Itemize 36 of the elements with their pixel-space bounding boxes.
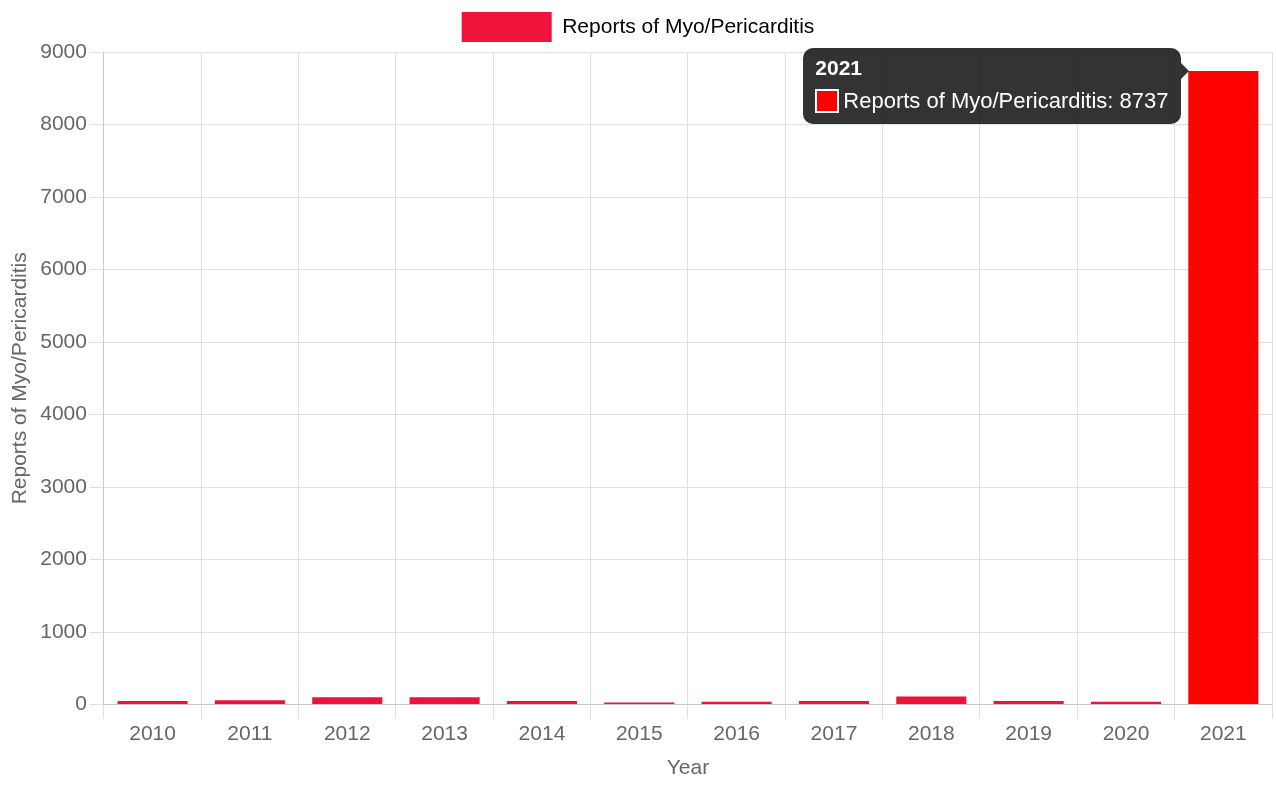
x-tick-label: 2020 [1102,721,1150,744]
x-tick-label: 2019 [1005,721,1053,744]
y-tick-label: 2000 [40,546,87,570]
annotation: Reports of Myo/Pericarditis: 8737 [843,88,1169,115]
x-tick-label: 2017 [810,721,858,744]
bar [312,697,383,705]
x-tick-label: 2013 [421,721,468,744]
y-tick-label: 4000 [40,401,87,425]
y-tick-label: 7000 [40,183,87,207]
legend-label: Reports of Myo/Pericarditis [562,13,815,37]
x-axis-title: Year [666,755,710,779]
x-tick-label: 2021 [1199,721,1247,744]
y-tick-label: 8000 [40,111,87,135]
y-tick-label: 3000 [40,473,87,497]
bar [1188,71,1259,705]
y-tick-label: 9000 [40,38,87,62]
y-axis-title: Reports of Myo/Pericarditis [7,252,31,505]
bar [409,697,480,705]
bar [993,700,1064,705]
bar [506,700,577,705]
y-tick-label: 0 [75,691,87,715]
x-tick-label: 2015 [615,721,663,744]
x-tick-label: 2012 [323,721,371,744]
bar [798,700,870,705]
x-tick-label: 2016 [713,721,760,744]
bar [117,700,188,705]
y-tick-label: 5000 [40,328,87,352]
bar [214,700,285,705]
x-tick-label: 2010 [129,721,176,744]
x-tick-label: 2014 [518,721,566,744]
y-tick-label: 1000 [40,618,87,642]
annotation: 2021 [815,56,863,81]
bar [896,696,967,705]
y-tick-label: 6000 [40,256,87,280]
x-tick-label: 2011 [227,721,273,744]
x-tick-label: 2018 [907,721,955,744]
